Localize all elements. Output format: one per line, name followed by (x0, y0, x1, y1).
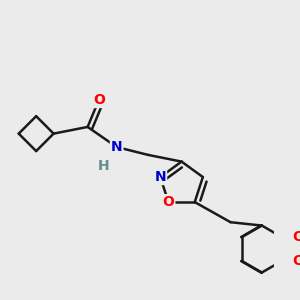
Text: O: O (163, 195, 174, 209)
Text: N: N (111, 140, 122, 154)
Text: O: O (93, 93, 105, 107)
Text: O: O (292, 230, 300, 244)
Text: N: N (154, 170, 166, 184)
Text: O: O (292, 254, 300, 268)
Text: H: H (98, 159, 109, 173)
